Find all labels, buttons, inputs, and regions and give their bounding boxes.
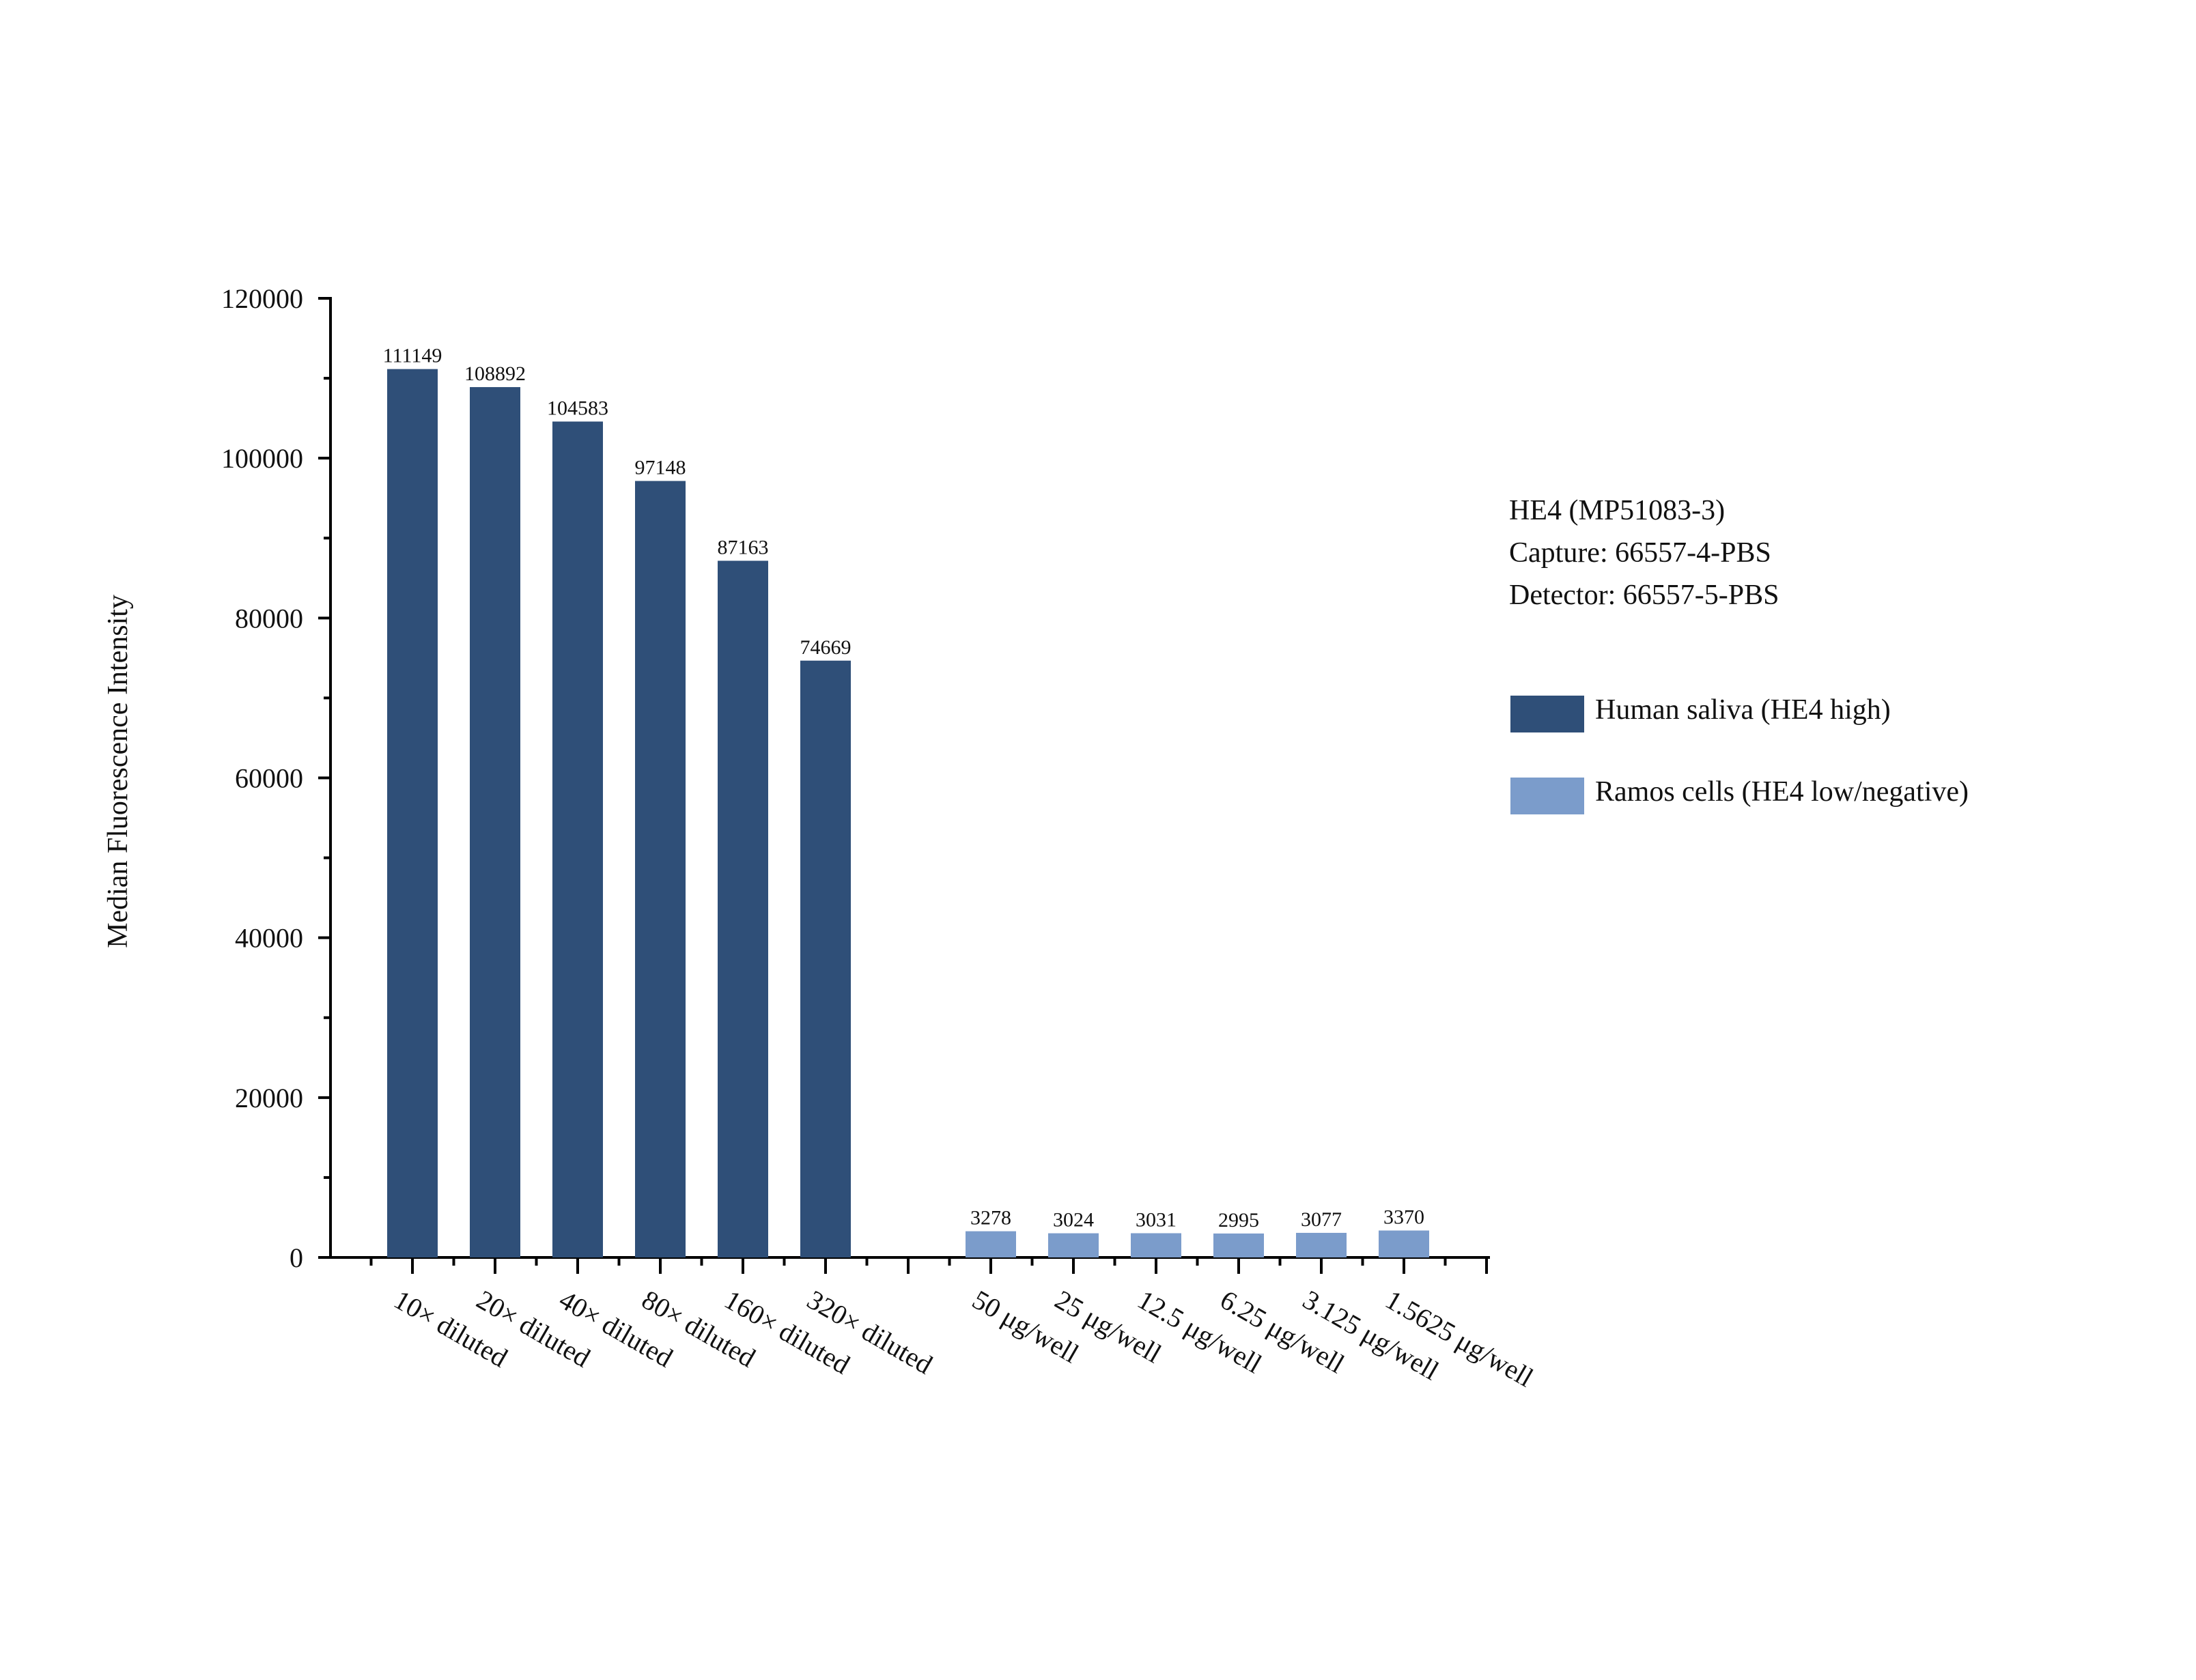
bar <box>470 387 520 1257</box>
bar <box>800 660 851 1257</box>
bar <box>1296 1232 1347 1257</box>
legend-swatch-ramos <box>1510 778 1584 814</box>
bar <box>1379 1230 1429 1257</box>
bar-value-label: 104583 <box>547 397 608 420</box>
legend-label-saliva: Human saliva (HE4 high) <box>1595 694 1891 726</box>
bar-value-label: 74669 <box>800 636 851 659</box>
bar-value-label: 3077 <box>1301 1208 1342 1231</box>
bar <box>718 560 768 1257</box>
y-tick-label: 20000 <box>235 1083 303 1113</box>
y-axis-label: Median Fluorescence Intensity <box>102 595 134 948</box>
y-axis: 0 20000 40000 60000 80000 100000 120000 <box>221 283 332 1273</box>
bar-value-label: 97148 <box>635 457 686 479</box>
bar <box>635 481 686 1257</box>
bar <box>1131 1233 1181 1257</box>
y-tick-label: 60000 <box>235 763 303 794</box>
bar-value-label: 2995 <box>1218 1209 1259 1231</box>
y-tick-label: 100000 <box>221 443 303 474</box>
bar-value-label: 3024 <box>1053 1209 1094 1231</box>
bar <box>1213 1233 1264 1257</box>
bar <box>387 369 438 1258</box>
assay-name: HE4 (MP51083-3) <box>1509 495 1726 526</box>
bar <box>552 421 603 1258</box>
bar <box>966 1231 1016 1257</box>
bar-value-label: 3370 <box>1383 1206 1424 1229</box>
detector-antibody: Detector: 66557-5-PBS <box>1509 580 1779 611</box>
bar-value-label: 3031 <box>1136 1209 1177 1231</box>
bar-value-label: 108892 <box>464 362 526 385</box>
bar-value-label: 87163 <box>718 536 769 558</box>
legend-swatch-saliva <box>1510 696 1584 732</box>
y-tick-label: 0 <box>290 1242 303 1273</box>
legend-label-ramos: Ramos cells (HE4 low/negative) <box>1595 776 1969 808</box>
y-tick-label: 80000 <box>235 603 303 633</box>
bar-value-label: 3278 <box>970 1207 1011 1229</box>
y-tick-label: 120000 <box>221 283 303 314</box>
bar <box>1048 1233 1099 1257</box>
bar-value-label: 111149 <box>383 345 442 367</box>
bars: 111149 108892 104583 97148 87163 74669 3278 302… <box>383 345 1429 1258</box>
y-tick-label: 40000 <box>235 923 303 954</box>
capture-antibody: Capture: 66557-4-PBS <box>1509 537 1771 569</box>
